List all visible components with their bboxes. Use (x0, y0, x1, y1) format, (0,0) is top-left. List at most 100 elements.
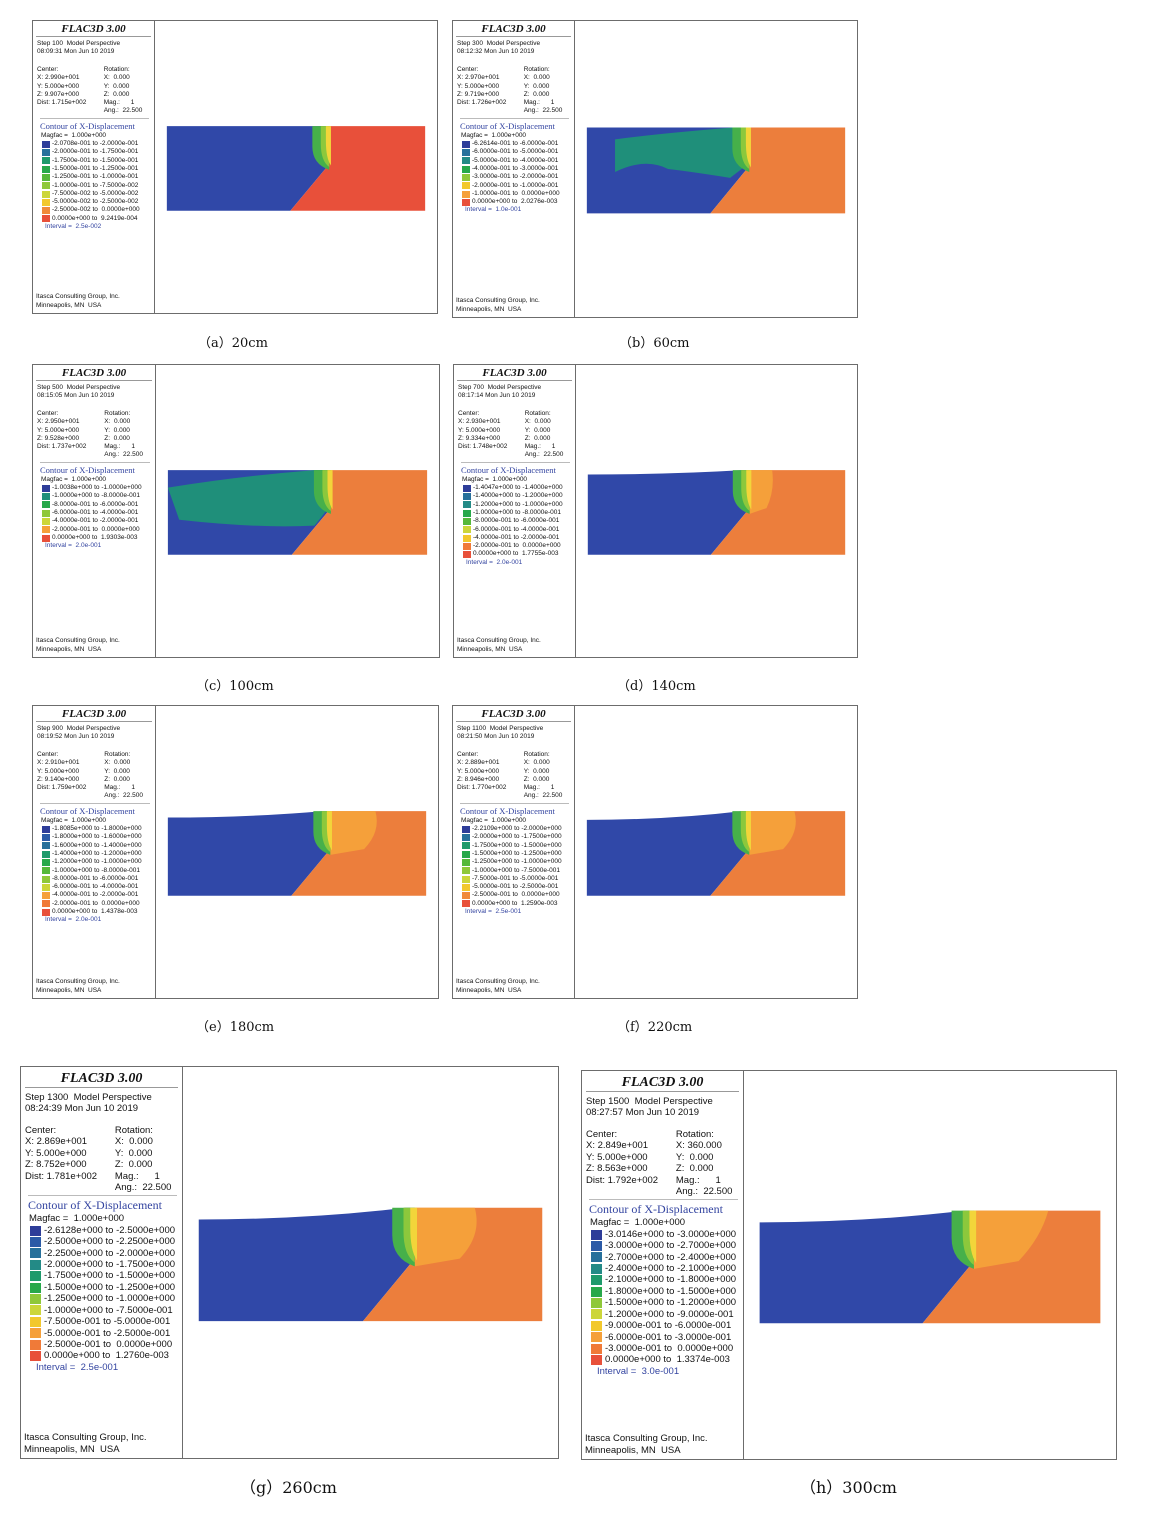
legend-range: -1.2000e+000 to -9.0000e-001 (605, 1308, 734, 1320)
figure-panel-d: FLAC3D 3.00 Step 700 Model Perspective 0… (453, 364, 858, 658)
legend-swatch (42, 173, 50, 181)
legend-row: -4.0000e-001 to -3.0000e-001 (457, 165, 572, 173)
legend-range: -5.0000e-001 to -2.5000e-001 (44, 1327, 171, 1339)
legend-row: -1.8000e+000 to -1.6000e+000 (37, 833, 153, 842)
light-orange-zone (749, 470, 773, 514)
view-value: X: 0.000 (104, 418, 131, 426)
legend-row: 0.0000e+000 to 1.9303e-003 (37, 534, 153, 542)
view-value: Ang.: 22.500 (523, 792, 563, 800)
yellow-band (327, 470, 333, 510)
legend-row: -2.0000e+000 to -1.7500e+000 (457, 833, 572, 842)
legend-swatch (42, 149, 50, 157)
footer: Itasca Consulting Group, Inc. Minneapolis… (36, 293, 120, 310)
legend-swatch (42, 858, 50, 866)
view-value: X: 0.000 (523, 759, 550, 767)
caption-g: （g）260cm (240, 1478, 337, 1497)
view-value: Ang.: 22.500 (675, 1186, 733, 1198)
figure-panel-f: FLAC3D 3.00 Step 1100 Model Perspective … (452, 705, 858, 999)
light-orange-zone (749, 811, 796, 855)
legend-row: -1.4000e+000 to -1.2000e+000 (37, 850, 153, 858)
legend-swatch (42, 534, 50, 542)
legend-range: -2.0000e-001 to 0.0000e+000 (52, 899, 140, 907)
legend-swatch (42, 190, 50, 198)
step-line: Step 1500 Model Perspective (586, 1096, 713, 1107)
view-value: Mag.: 1 (524, 443, 556, 451)
legend-range: -2.5000e-002 to 0.0000e+000 (52, 206, 140, 214)
view-value: Dist: 1.770e+002 (457, 784, 507, 792)
footer-location: Minneapolis, MN USA (456, 986, 522, 994)
app-title: FLAC3D 3.00 (25, 1070, 178, 1088)
interval-label: Interval = 2.0e-001 (45, 916, 102, 924)
contour-svg (586, 127, 846, 214)
legend-range: -2.0000e-001 to 0.0000e+000 (52, 525, 140, 533)
light-orange-zone (414, 1207, 477, 1267)
date-line: 08:27:57 Mon Jun 10 2019 (586, 1107, 700, 1119)
legend-row: -2.0000e-001 to 0.0000e+000 (37, 526, 153, 534)
legend-swatch (30, 1225, 41, 1236)
yellow-band (325, 126, 331, 166)
legend-range: -2.2500e+000 to -2.0000e+000 (44, 1247, 176, 1259)
legend-swatch (42, 182, 50, 190)
legend-row: -2.0000e-001 to -1.0000e-001 (457, 182, 572, 190)
legend-row: -7.5000e-001 to -5.0000e-001 (457, 875, 572, 883)
legend-row: -6.2614e-001 to -6.0000e-001 (457, 140, 572, 148)
footer-company: Itasca Consulting Group, Inc. (456, 297, 540, 305)
legend-swatch (462, 165, 470, 173)
legend-range: -1.7500e-001 to -1.5000e-001 (52, 156, 139, 164)
legend-range: -1.7500e+000 to -1.5000e+000 (472, 841, 562, 849)
legend-range: -6.0000e-001 to -5.0000e-001 (472, 148, 559, 156)
figure-panel-g: FLAC3D 3.00 Step 1300 Model Perspective … (20, 1066, 559, 1459)
view-value: X: 360.000 (675, 1140, 722, 1152)
legend-range: -1.4000e+000 to -1.2000e+000 (473, 492, 563, 500)
legend-row: -2.6128e+000 to -2.5000e+000 (25, 1225, 180, 1236)
view-value: Y: 5.000e+000 (457, 767, 500, 775)
legend-range: -2.0000e-001 to 0.0000e+000 (473, 542, 561, 550)
view-parameters: Center: Rotation: X: 2.990e+001 X: 0.000 Y… (37, 66, 152, 231)
footer-company: Itasca Consulting Group, Inc. (24, 1432, 147, 1444)
legend-range: -5.0000e-002 to -2.5000e-002 (52, 198, 139, 206)
legend-range: -1.8000e+000 to -1.6000e+000 (52, 833, 142, 841)
legend-row: -1.0000e+000 to -7.5000e-001 (25, 1305, 180, 1316)
yellow-band (745, 811, 751, 851)
view-parameters: Center: Rotation: X: 2.970e+001 X: 0.000 Y… (457, 66, 572, 215)
view-parameters: Center: Rotation: X: 2.950e+001 X: 0.000 Y… (37, 410, 153, 550)
info-panel: FLAC3D 3.00 Step 1300 Model Perspective … (21, 1067, 183, 1458)
legend-range: -2.5000e-001 to 0.0000e+000 (472, 891, 560, 899)
contour-plot (575, 21, 857, 317)
date-line: 08:12:32 Mon Jun 10 2019 (457, 48, 535, 56)
contour-title: Contour of X-Displacement (460, 805, 555, 816)
right-block-region (710, 811, 846, 896)
view-parameters: Center: Rotation: X: 2.889e+001 X: 0.000 Y… (457, 751, 572, 916)
legend-row: -6.0000e-001 to -5.0000e-001 (457, 148, 572, 157)
legend-row: -6.0000e-001 to -4.0000e-001 (37, 883, 153, 891)
view-value: X: 0.000 (523, 74, 550, 82)
view-value: Z: 0.000 (523, 775, 550, 783)
legend-swatch (591, 1286, 602, 1297)
view-value: Ang.: 22.500 (103, 107, 143, 115)
caption-a: （a）20cm (198, 336, 268, 351)
legend-swatch (30, 1271, 41, 1282)
step-line: Step 1100 Model Perspective (457, 725, 544, 732)
view-parameters: Center: Rotation: X: 2.910e+001 X: 0.000 Y… (37, 751, 153, 925)
legend-row: 0.0000e+000 to 1.2760e-003 (25, 1350, 180, 1361)
view-value: X: 0.000 (114, 1136, 153, 1148)
date-line: 08:09:31 Mon Jun 10 2019 (37, 48, 115, 56)
legend-row: -2.5000e+000 to -2.2500e+000 (25, 1236, 180, 1247)
view-value: X: 2.849e+001 (586, 1140, 649, 1152)
contour-legend: -2.6128e+000 to -2.5000e+000 -2.5000e+000… (25, 1225, 180, 1362)
legend-range: 0.0000e+000 to 1.9303e-003 (52, 533, 138, 541)
legend-row: -1.5000e+000 to -1.2000e+000 (586, 1297, 741, 1308)
contour-plot (744, 1071, 1116, 1459)
legend-range: -2.0000e+000 to -1.7500e+000 (472, 833, 562, 841)
view-value: Z: 9.334e+000 (458, 434, 501, 442)
legend-range: -2.6128e+000 to -2.5000e+000 (44, 1224, 176, 1236)
legend-row: -1.0000e-001 to -7.5000e-002 (37, 182, 152, 190)
right-block-region (710, 470, 846, 555)
legend-range: -4.0000e-001 to -2.0000e-001 (473, 533, 560, 541)
legend-row: -1.2000e+000 to -1.0000e+000 (458, 501, 573, 509)
legend-range: -2.0000e-001 to -1.0000e-001 (472, 181, 559, 189)
legend-range: -4.0000e-001 to -2.0000e-001 (52, 517, 139, 525)
caption-e: （e）180cm (196, 1020, 275, 1035)
footer: Itasca Consulting Group, Inc. Minneapolis… (36, 637, 120, 654)
date-line: 08:17:14 Mon Jun 10 2019 (458, 392, 536, 400)
